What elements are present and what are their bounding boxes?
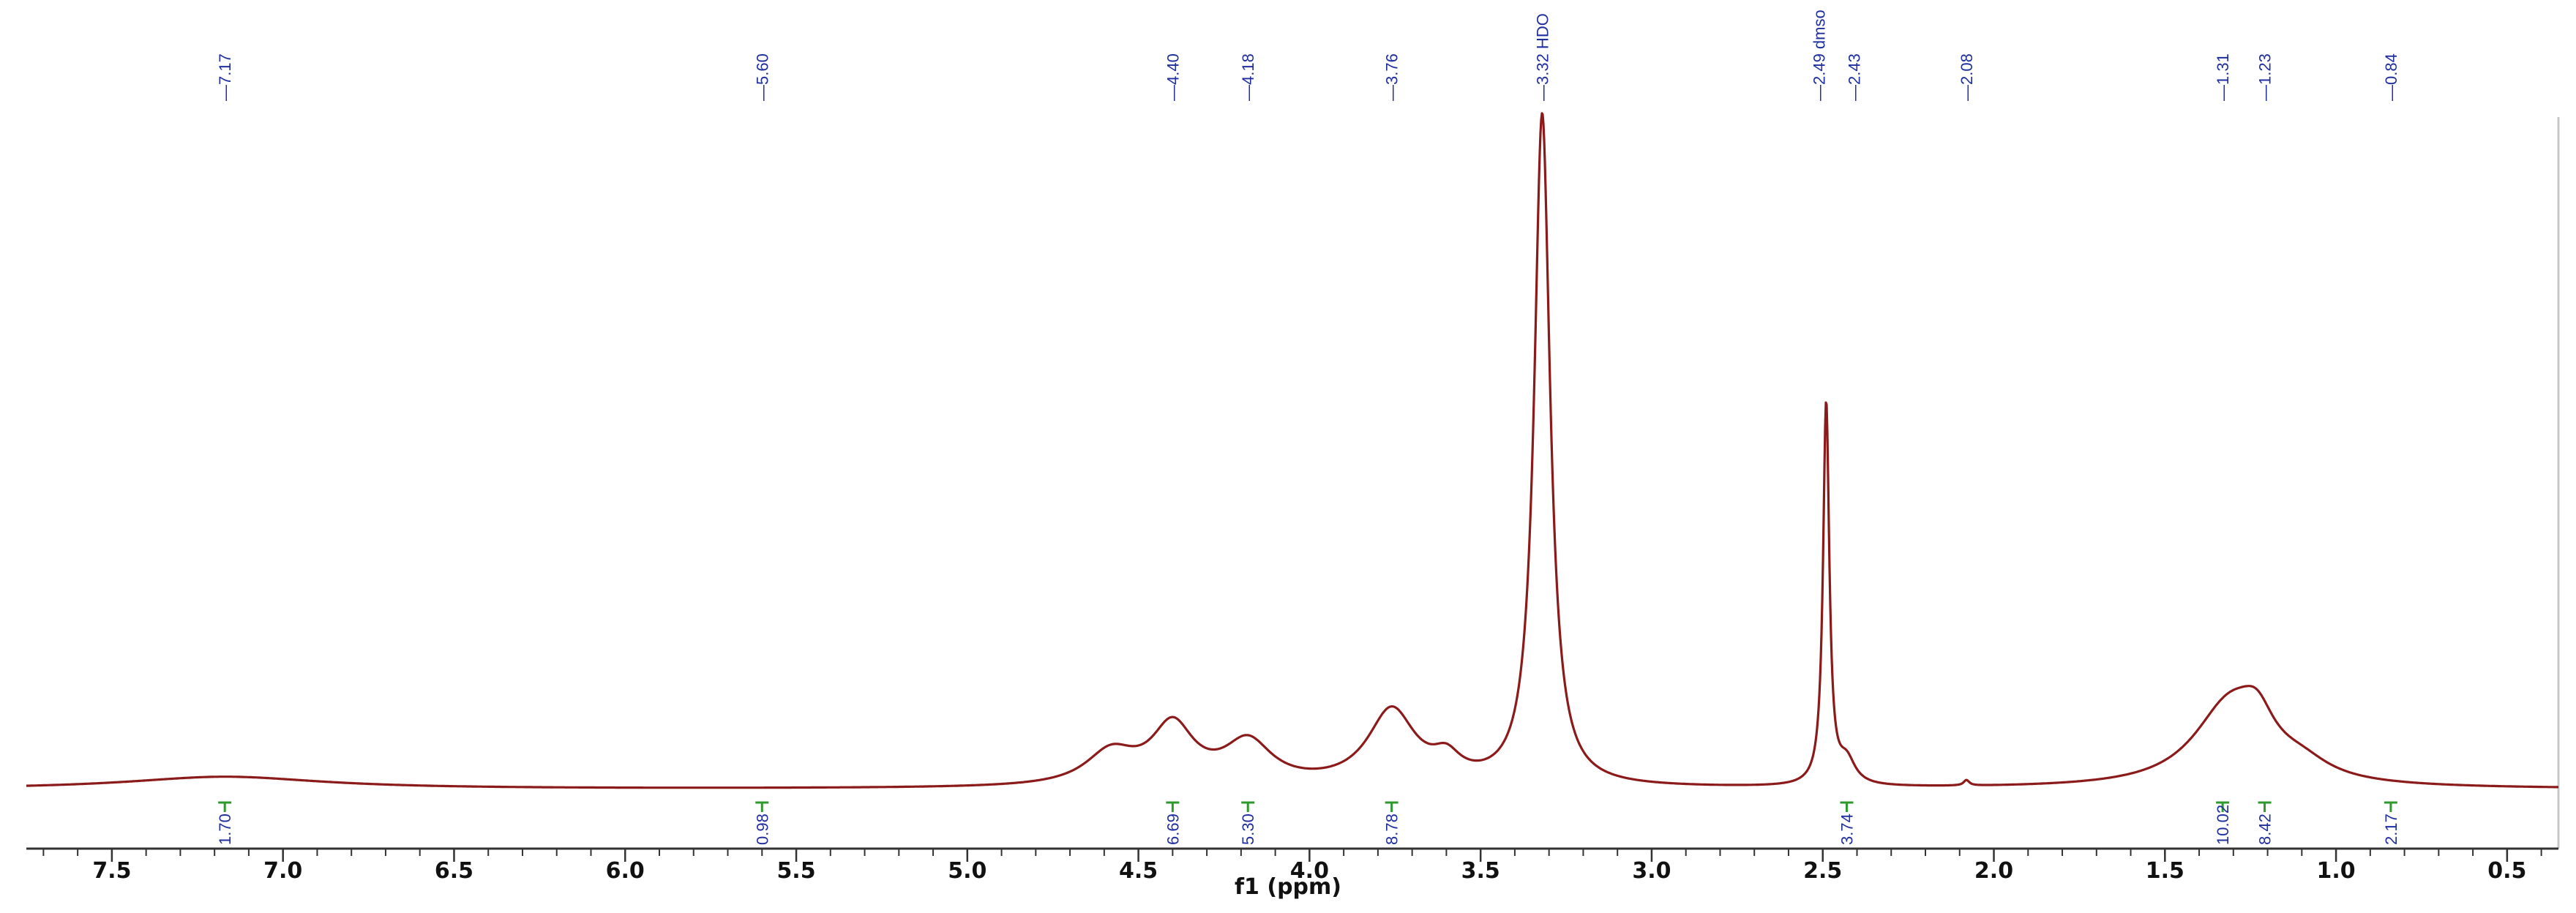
integral-mark: 8.78 (1383, 801, 1401, 845)
x-tick-label: 5.0 (948, 858, 986, 884)
integral-value-text: 2.17 (2382, 814, 2400, 845)
peak-label-text: —1.23 (2256, 53, 2274, 101)
peak-label: —3.32 HDO (1533, 13, 1551, 101)
integral-value: 8.42 (2256, 814, 2274, 845)
integral-mark: 3.74 (1838, 801, 1857, 845)
x-tick-label: 2.5 (1803, 858, 1842, 884)
integral-value: 5.30 (1239, 814, 1257, 845)
peak-labels: —7.17 —5.60 —4.40 —4.18 —3.76 —3.32 HDO —2.49 … (216, 10, 2400, 101)
integral-mark: 6.69 (1164, 801, 1182, 845)
integral-value: 0.98 (753, 814, 771, 845)
peak-label-text: —2.43 (1846, 53, 1864, 101)
integral-value-text: 6.69 (1164, 814, 1182, 845)
x-tick-label: 0.5 (2487, 858, 2526, 884)
peak-label: —1.31 (2214, 53, 2232, 101)
integral-value: 10.02 (2214, 805, 2232, 845)
integral-value: 6.69 (1164, 814, 1182, 845)
integral-mark: 8.42 (2256, 801, 2274, 845)
x-tick-label: 6.5 (435, 858, 473, 884)
x-axis-ticks: 7.5 7.0 6.5 6.0 5.5 5.0 4.5 4.0 3.5 3.0 2.5 2.0 1.5 1… (42, 849, 2542, 884)
integral-value-text: 8.42 (2256, 814, 2274, 845)
x-tick-label: 7.0 (263, 858, 302, 884)
peak-label: —2.08 (1958, 53, 1976, 101)
x-tick-label: 7.5 (92, 858, 131, 884)
integral-value: 2.17 (2382, 814, 2400, 845)
peak-label-text: —3.32 HDO (1533, 13, 1551, 101)
peak-label-text: —4.18 (1239, 53, 1257, 101)
peak-label: —3.76 (1383, 53, 1401, 101)
peak-label-text: —2.49 dmso (1810, 10, 1828, 101)
integral-mark: 5.30 (1239, 801, 1257, 845)
x-tick-label: 3.0 (1632, 858, 1671, 884)
peak-label: —0.84 (2382, 53, 2400, 101)
peak-label-text: —2.08 (1958, 53, 1976, 101)
x-tick-label: 2.0 (1974, 858, 2013, 884)
peak-label: —4.40 (1164, 53, 1182, 101)
integral-value-text: 3.74 (1838, 814, 1857, 845)
peak-label-text: —5.60 (753, 53, 771, 101)
x-tick-label: 4.0 (1290, 858, 1329, 884)
x-tick-label: 1.5 (2146, 858, 2184, 884)
integral-mark: 1.70 (216, 801, 234, 845)
integral-value-text: 10.02 (2214, 805, 2232, 845)
peak-label-text: —1.31 (2214, 53, 2232, 101)
integral-mark: 10.02 (2214, 801, 2232, 845)
peak-label: —7.17 (216, 53, 234, 101)
x-axis-label: f1 (ppm) (1235, 874, 1341, 900)
peak-label: —2.43 (1846, 53, 1864, 101)
x-tick-label: 4.5 (1119, 858, 1158, 884)
integral-value-text: 5.30 (1239, 814, 1257, 845)
peak-label-text: —0.84 (2382, 53, 2400, 101)
x-tick-label: 5.5 (776, 858, 815, 884)
x-tick-label: 3.5 (1461, 858, 1500, 884)
integral-value-text: 0.98 (753, 814, 771, 845)
x-tick-label: 6.0 (606, 858, 645, 884)
integral-mark: 2.17 (2382, 801, 2400, 845)
peak-label-text: —7.17 (216, 53, 234, 101)
spectrum-line (26, 112, 2559, 789)
x-tick-label: 1.0 (2317, 858, 2356, 884)
integral-value-text: 1.70 (216, 814, 234, 845)
integral-value: 8.78 (1383, 814, 1401, 845)
peak-label: —5.60 (753, 53, 771, 101)
peak-label-text: —3.76 (1383, 53, 1401, 101)
integral-value: 3.74 (1838, 814, 1857, 845)
integral-mark: 0.98 (753, 801, 771, 845)
integral-value-text: 8.78 (1383, 814, 1401, 845)
peak-label: —1.23 (2256, 53, 2274, 101)
peak-label: —4.18 (1239, 53, 1257, 101)
peak-label: —2.49 dmso (1810, 10, 1828, 101)
peak-label-text: —4.40 (1164, 53, 1182, 101)
integral-value: 1.70 (216, 814, 234, 845)
integrals: 1.70 0.98 6.69 5.30 8.78 3.74 10.02 8.42 2.17 (216, 801, 2400, 845)
